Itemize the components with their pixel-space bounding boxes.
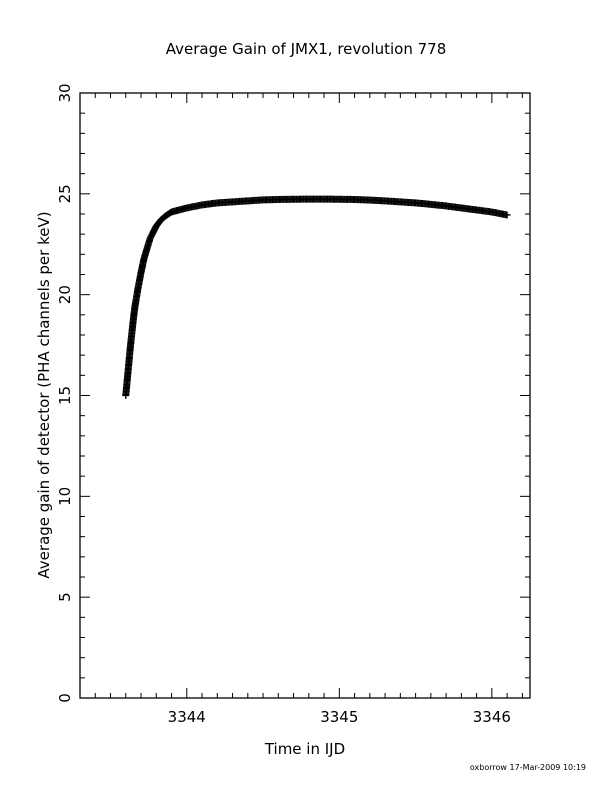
data-points [122, 195, 511, 399]
x-tick-label: 3344 [168, 708, 206, 726]
y-tick-label: 0 [56, 693, 74, 703]
y-tick-label: 15 [56, 386, 74, 405]
axes: 3344 3345 3346 0 5 10 15 20 25 30 [56, 83, 530, 726]
footer-stamp: oxborrow 17-Mar-2009 10:19 [470, 763, 586, 772]
y-tick-label: 25 [56, 184, 74, 203]
y-tick-label: 30 [56, 83, 74, 102]
x-tick-label: 3346 [473, 708, 511, 726]
y-tick-label: 5 [56, 592, 74, 602]
x-axis-label: Time in IJD [264, 740, 345, 758]
y-tick-label: 10 [56, 487, 74, 506]
y-tick-label: 20 [56, 285, 74, 304]
plot-frame [79, 92, 531, 699]
data-point [503, 211, 511, 219]
x-tick-label: 3345 [320, 708, 358, 726]
chart-title: Average Gain of JMX1, revolution 778 [166, 40, 447, 58]
y-axis-label: Average gain of detector (PHA channels p… [35, 211, 53, 578]
